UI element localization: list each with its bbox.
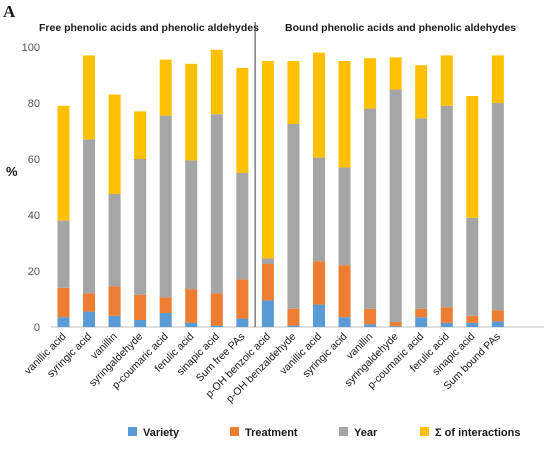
bar-segment--of-interactions xyxy=(313,52,325,158)
bar-segment--of-interactions xyxy=(440,55,453,106)
bar-segment--of-interactions xyxy=(210,49,223,115)
bar-segment-variety xyxy=(313,304,325,327)
bar-segment-variety xyxy=(134,320,147,327)
bar-segment-year xyxy=(108,194,121,287)
bar-segment-treatment xyxy=(210,293,223,326)
bar-segment-year xyxy=(466,217,479,316)
legend-swatch xyxy=(339,427,348,436)
bar-segment-treatment xyxy=(236,279,249,319)
bar-segment-year xyxy=(440,105,453,308)
bar-segment-treatment xyxy=(313,261,325,305)
bar-segment-year xyxy=(236,173,249,280)
legend-label: Σ of interactions xyxy=(435,427,520,439)
bar-segment-treatment xyxy=(466,315,479,323)
legend-swatch xyxy=(420,427,429,436)
bar-segment-year xyxy=(415,118,428,309)
bar-segment-variety xyxy=(287,325,300,327)
bar-segment--of-interactions xyxy=(415,65,428,119)
bar-segment--of-interactions xyxy=(466,96,479,218)
bar-segment-year xyxy=(389,89,402,322)
y-tick-label: 0 xyxy=(34,322,40,334)
bar-segment-year xyxy=(491,103,504,311)
bar-segment--of-interactions xyxy=(491,55,504,103)
bar-segment--of-interactions xyxy=(134,111,147,159)
bar-segment-variety xyxy=(389,326,402,327)
bar-segment-treatment xyxy=(389,321,402,327)
bar-segment-variety xyxy=(57,317,70,327)
legend-swatch xyxy=(230,427,239,436)
bar-segment-year xyxy=(287,124,300,309)
bar-segment-treatment xyxy=(287,308,300,326)
bar-segment-treatment xyxy=(261,264,274,301)
bar-segment-variety xyxy=(185,322,198,327)
bar-segment-variety xyxy=(83,311,96,327)
bar-segment-variety xyxy=(440,322,453,327)
bar-segment--of-interactions xyxy=(57,105,70,221)
bar-segment--of-interactions xyxy=(261,61,274,259)
bar-segment-variety xyxy=(466,322,479,327)
bar-segment-treatment xyxy=(364,308,377,325)
bar-segment--of-interactions xyxy=(338,61,351,168)
bar-segment-variety xyxy=(415,317,428,327)
legend-label: Treatment xyxy=(245,427,298,439)
bar-segment-year xyxy=(313,157,325,262)
y-axis-label: % xyxy=(6,164,18,179)
bar-segment-year xyxy=(134,159,147,295)
bar-segment-treatment xyxy=(185,289,198,323)
bar-segment-variety xyxy=(108,315,121,327)
bar-segment--of-interactions xyxy=(108,94,121,194)
bar-segment-year xyxy=(57,220,70,288)
bar-segment-year xyxy=(364,108,377,309)
bar-segment-treatment xyxy=(338,265,351,318)
bar-segment-year xyxy=(159,115,172,298)
y-tick-label: 20 xyxy=(28,266,40,278)
y-tick-label: 40 xyxy=(28,210,40,222)
bar-segment--of-interactions xyxy=(185,63,198,161)
bar-segment--of-interactions xyxy=(389,57,402,90)
bar-segment-treatment xyxy=(108,286,121,316)
bar-segment--of-interactions xyxy=(364,58,377,109)
bar-segment-treatment xyxy=(491,310,504,322)
panel-label: A xyxy=(3,2,16,21)
legend-swatch xyxy=(128,427,137,436)
y-tick-label: 60 xyxy=(28,154,40,166)
bar-segment-variety xyxy=(491,321,504,327)
group-title-bound: Bound phenolic acids and phenolic aldehy… xyxy=(285,22,516,34)
y-tick-label: 80 xyxy=(28,98,40,110)
bar-segment-year xyxy=(210,114,223,294)
bar-segment-treatment xyxy=(83,293,96,312)
bar-segment--of-interactions xyxy=(159,59,172,116)
bar-segment-variety xyxy=(210,325,223,327)
y-tick-label: 100 xyxy=(22,42,40,54)
bar-segment-variety xyxy=(261,300,274,327)
bar-segment-year xyxy=(261,258,274,264)
bar-segment-variety xyxy=(338,317,351,327)
bar-segment-year xyxy=(185,160,198,290)
bar-segment-treatment xyxy=(57,287,70,318)
bar-segment--of-interactions xyxy=(236,68,249,173)
bar-segment--of-interactions xyxy=(287,61,300,124)
bar-segment-treatment xyxy=(159,297,172,313)
bar-segment-variety xyxy=(364,324,377,327)
bar-segment-treatment xyxy=(415,308,428,318)
bar-segment-treatment xyxy=(134,294,147,320)
legend-label: Year xyxy=(354,427,378,439)
bar-segment-year xyxy=(338,167,351,266)
group-title-free: Free phenolic acids and phenolic aldehyd… xyxy=(39,22,259,34)
bar-segment--of-interactions xyxy=(83,55,96,140)
bar-segment-treatment xyxy=(440,307,453,323)
legend-label: Variety xyxy=(143,427,180,439)
bar-segment-year xyxy=(83,139,96,294)
bar-segment-variety xyxy=(159,313,172,327)
bar-segment-variety xyxy=(236,318,249,327)
